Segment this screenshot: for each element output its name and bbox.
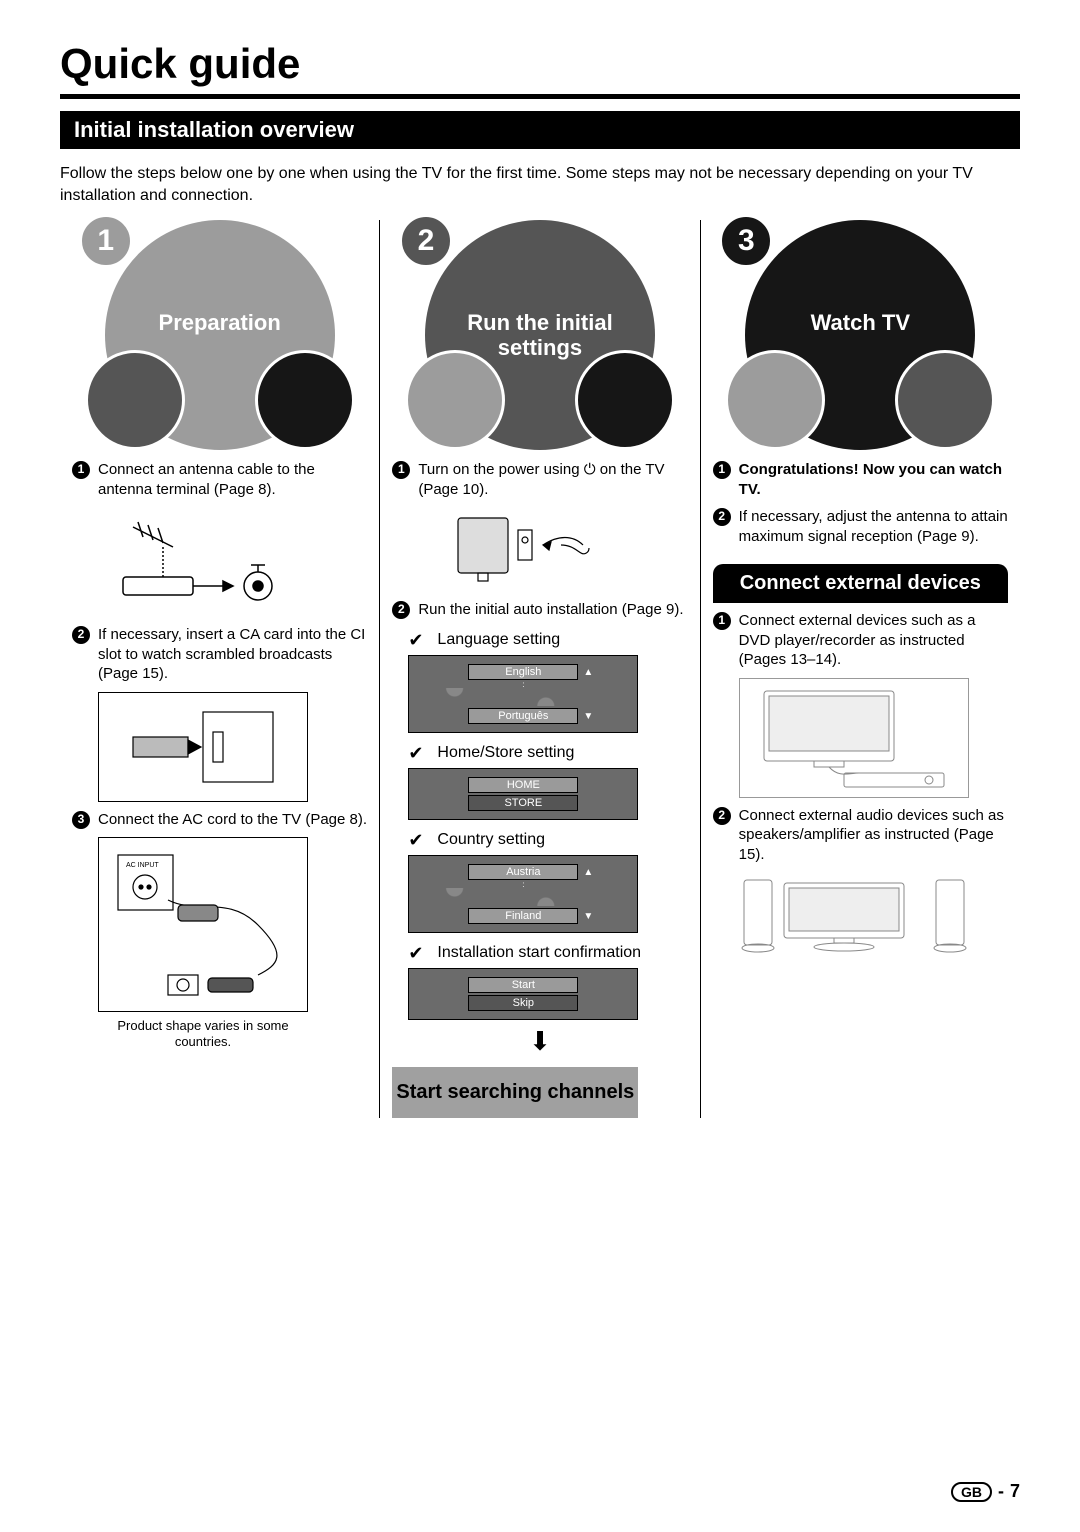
start-searching-box: Start searching channels xyxy=(392,1067,638,1118)
footer-page: 7 xyxy=(1010,1481,1020,1502)
setting-label-3: ✔Installation start confirmation xyxy=(408,943,687,964)
venn-2-num: 2 xyxy=(399,214,453,268)
col-settings: Run the initial settings 2 1 Turn on the… xyxy=(379,220,699,1118)
venn-2-label: Run the initial settings xyxy=(425,310,655,361)
venn-1-label: Preparation xyxy=(105,310,335,335)
c3-ext-2: 2 Connect external audio devices such as… xyxy=(713,806,1008,865)
setting-box-3: StartSkip xyxy=(408,968,638,1020)
page-footer: GB - 7 xyxy=(951,1481,1020,1502)
c1-item-2: 2 If necessary, insert a CA card into th… xyxy=(72,625,367,684)
intro-text: Follow the steps below one by one when u… xyxy=(60,163,1020,206)
speakers-illustration xyxy=(739,872,969,962)
venn-1: Preparation 1 xyxy=(85,220,355,450)
c3-ext-1: 1 Connect external devices such as a DVD… xyxy=(713,611,1008,670)
dvd-illustration xyxy=(739,678,969,798)
setting-label-2: ✔Country setting xyxy=(408,830,687,851)
title-rule xyxy=(60,94,1020,99)
venn-3-label: Watch TV xyxy=(745,310,975,335)
c2-item-2: 2 Run the initial auto installation (Pag… xyxy=(392,600,687,620)
venn-3: Watch TV 3 xyxy=(725,220,995,450)
columns: Preparation 1 1 Connect an antenna cable… xyxy=(60,220,1020,1118)
venn-1-num: 1 xyxy=(79,214,133,268)
c3-item-1: 1 Congratulations! Now you can watch TV. xyxy=(713,460,1008,499)
setting-box-0: English▲:Português▼ xyxy=(408,655,638,733)
page-title: Quick guide xyxy=(60,40,1020,88)
c1-caption: Product shape varies in some countries. xyxy=(98,1018,308,1049)
setting-label-1: ✔Home/Store setting xyxy=(408,743,687,764)
ca-card-illustration xyxy=(98,692,308,802)
col-preparation: Preparation 1 1 Connect an antenna cable… xyxy=(60,220,379,1118)
svg-text:AC INPUT: AC INPUT xyxy=(126,862,159,869)
col-watch: Watch TV 3 1 Congratulations! Now you ca… xyxy=(700,220,1020,1118)
ac-cord-illustration: AC INPUT xyxy=(98,837,308,1012)
c2-item-1: 1 Turn on the power using ⏻ on the TV (P… xyxy=(392,460,687,499)
power-illustration xyxy=(418,507,628,592)
setting-box-1: HOMESTORE xyxy=(408,768,638,820)
connect-external-heading: Connect external devices xyxy=(713,564,1008,603)
setting-label-0: ✔Language setting xyxy=(408,630,687,651)
section-heading: Initial installation overview xyxy=(60,111,1020,149)
c1-item-3: 3 Connect the AC cord to the TV (Page 8)… xyxy=(72,810,367,830)
footer-gb: GB xyxy=(951,1482,992,1502)
down-arrow-icon: ⬇ xyxy=(392,1026,687,1057)
c3-item-2: 2 If necessary, adjust the antenna to at… xyxy=(713,507,1008,546)
venn-2: Run the initial settings 2 xyxy=(405,220,675,450)
venn-3-num: 3 xyxy=(719,214,773,268)
c1-item-1: 1 Connect an antenna cable to the antenn… xyxy=(72,460,367,499)
setting-box-2: Austria▲:Finland▼ xyxy=(408,855,638,933)
antenna-illustration xyxy=(98,507,308,617)
